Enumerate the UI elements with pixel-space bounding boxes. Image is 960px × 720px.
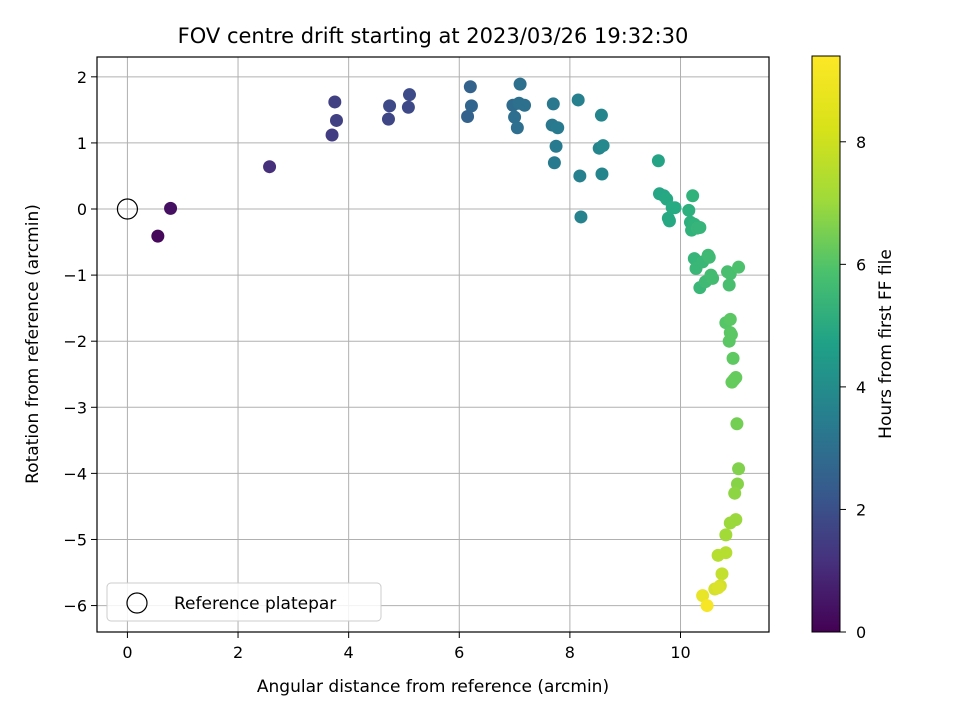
data-point [686,189,700,203]
x-tick-label: 10 [670,643,690,662]
legend-marker-icon [126,592,148,614]
data-point [513,77,527,91]
y-tick-label: −4 [63,464,87,483]
data-point [402,88,416,102]
colorbar-tick-label: 8 [856,133,866,152]
data-point [682,203,696,217]
y-tick-label: 2 [77,68,87,87]
data-point [546,97,560,111]
x-tick-label: 2 [233,643,243,662]
data-point [596,139,610,153]
data-point [728,486,742,500]
y-tick-label: 0 [77,200,87,219]
colorbar-gradient [811,55,841,633]
data-point [549,139,563,153]
data-point [729,371,743,385]
data-point [508,110,522,124]
data-point [700,599,714,613]
chart-title: FOV centre drift starting at 2023/03/26 … [178,24,689,48]
data-point [693,221,707,235]
colorbar-label: Hours from first FF file [876,249,896,439]
data-point [723,312,737,326]
colorbar-tick-label: 2 [856,500,866,519]
data-point [706,271,720,285]
data-point [722,278,736,292]
x-axis-label: Angular distance from reference (arcmin) [257,677,609,697]
colorbar-tick-label: 4 [856,378,866,397]
y-tick-label: 1 [77,134,87,153]
x-tick-label: 6 [454,643,464,662]
data-point [328,95,342,109]
data-point [594,108,608,122]
data-point [164,201,178,215]
legend: Reference platepar [106,582,382,622]
data-point [510,121,524,135]
data-point [724,328,738,342]
data-point [573,169,587,183]
data-point [329,113,343,127]
data-point [711,581,725,595]
y-tick-label: −5 [63,530,87,549]
y-tick-label: −2 [63,332,87,351]
plot-frame [96,56,770,633]
x-tick-label: 4 [344,643,354,662]
data-point [574,210,588,224]
scatter-points [151,77,746,613]
y-axis-ticks: −6 −5 −4 −3 −2 −1 0 1 2 [63,68,97,616]
data-point [463,80,477,94]
data-point [730,417,744,431]
data-point [732,462,746,476]
data-point [551,121,565,135]
colorbar-ticks: 0 2 4 6 8 [840,133,866,642]
data-point [461,109,475,123]
data-point [719,546,733,560]
data-point [571,93,585,107]
data-point [401,100,415,114]
y-tick-label: −6 [63,597,87,616]
x-tick-label: 0 [122,643,132,662]
data-point [702,250,716,264]
data-point [715,567,729,581]
y-tick-label: −3 [63,398,87,417]
data-point [696,589,710,603]
data-point [668,201,682,215]
reference-marker-group [116,198,139,220]
legend-box [106,582,382,622]
colorbar-tick-label: 0 [856,623,866,642]
data-point [383,99,397,113]
x-axis-ticks: 0 2 4 6 8 10 [122,632,691,662]
y-axis-label: Rotation from reference (arcmin) [23,204,43,484]
data-point [381,112,395,126]
x-tick-label: 8 [565,643,575,662]
data-point [518,98,532,112]
reference-marker [116,198,139,220]
data-point [464,99,478,113]
data-point [151,229,165,243]
data-point [263,160,277,174]
data-point [729,513,743,527]
data-point [726,351,740,365]
grid-lines [97,57,769,632]
data-point [325,128,339,142]
colorbar: 0 2 4 6 8 Hours from first FF file [811,55,896,642]
data-point [719,528,733,542]
data-point [732,260,746,274]
legend-entry-reference: Reference platepar [174,594,336,614]
data-point [662,214,676,228]
data-point [547,156,561,170]
colorbar-tick-label: 6 [856,255,866,274]
data-point [595,167,609,181]
data-point [651,154,665,168]
y-tick-label: −1 [63,266,87,285]
